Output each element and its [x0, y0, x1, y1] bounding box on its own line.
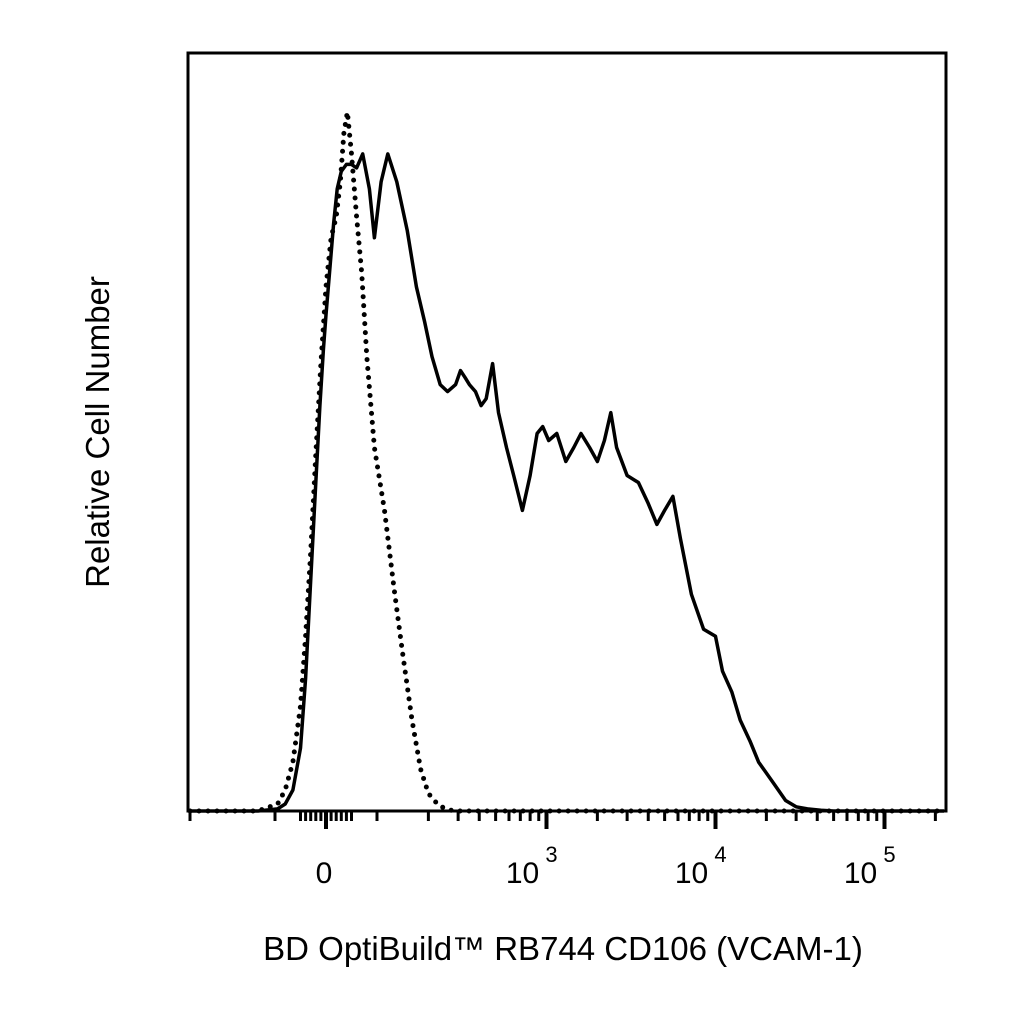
- series-layer: [187, 109, 947, 814]
- x-axis-ticks: [188, 811, 937, 829]
- x-tick-label-base: 10: [675, 857, 708, 890]
- x-tick-label: 104: [675, 842, 727, 890]
- x-tick-label: 105: [844, 842, 896, 890]
- series-line-dotted: [187, 109, 947, 814]
- x-tick-label-exponent: 3: [545, 842, 557, 867]
- x-axis-label: BD OptiBuild™ RB744 CD106 (VCAM-1): [263, 930, 863, 967]
- series-line-solid: [190, 152, 944, 813]
- x-tick-label: 103: [506, 842, 558, 890]
- x-tick-label-base: 10: [506, 857, 539, 890]
- x-tick-label-exponent: 4: [714, 842, 726, 867]
- x-tick-label-base: 0: [316, 857, 333, 890]
- x-tick-label-exponent: 5: [883, 842, 895, 867]
- y-axis-label: Relative Cell Number: [79, 276, 116, 588]
- x-tick-label-base: 10: [844, 857, 877, 890]
- x-tick-label: 0: [316, 857, 333, 890]
